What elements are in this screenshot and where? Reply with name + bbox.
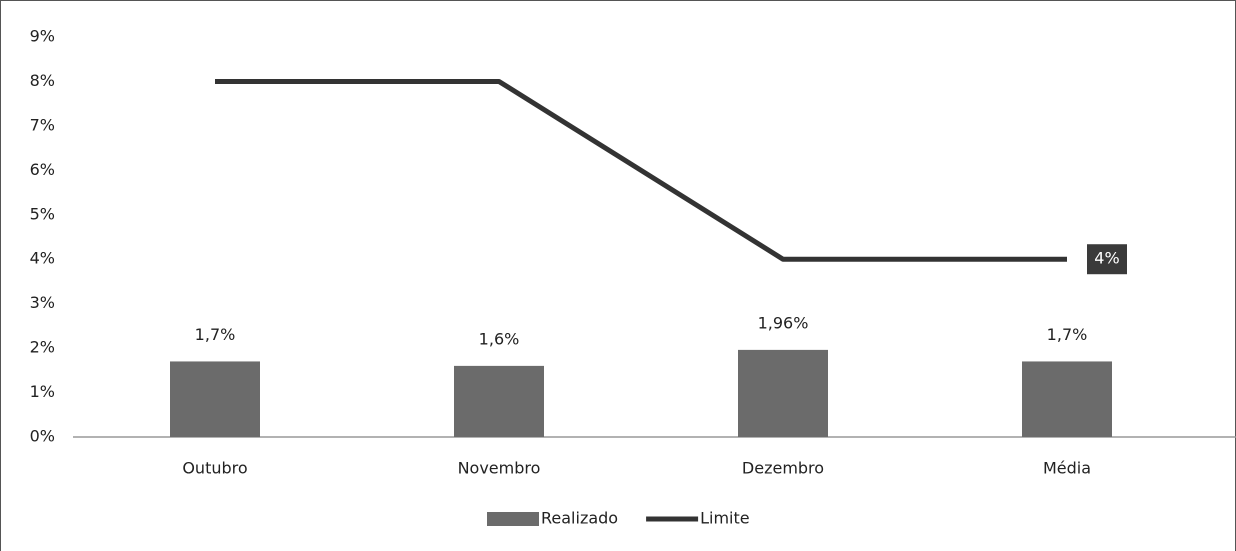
y-tick-label: 8% — [30, 71, 55, 90]
y-tick-label: 6% — [30, 160, 55, 179]
y-tick-label: 0% — [30, 427, 55, 446]
legend-label: Realizado — [541, 509, 618, 528]
x-tick-label: Média — [1043, 459, 1091, 478]
legend-swatch — [487, 512, 539, 526]
y-tick-label: 3% — [30, 293, 55, 312]
y-tick-label: 5% — [30, 204, 55, 223]
y-tick-label: 4% — [30, 249, 55, 268]
bar — [1022, 361, 1112, 437]
data-label: 1,7% — [1047, 325, 1088, 344]
x-tick-label: Novembro — [458, 459, 541, 478]
data-label: 1,7% — [195, 325, 236, 344]
line — [215, 78, 1067, 262]
y-tick-label: 7% — [30, 115, 55, 134]
bar — [170, 361, 260, 437]
data-label: 1,96% — [758, 313, 809, 332]
data-label: 4% — [1094, 249, 1119, 268]
data-label-box — [1087, 244, 1127, 275]
bar — [454, 365, 544, 437]
x-tick-label: Dezembro — [742, 459, 824, 478]
y-tick-label: 1% — [30, 382, 55, 401]
bar — [738, 349, 828, 437]
x-tick-label: Outubro — [182, 459, 247, 478]
y-tick-label: 2% — [30, 338, 55, 357]
legend-label: Limite — [700, 509, 750, 528]
data-label: 1,6% — [479, 329, 520, 348]
y-tick-label: 9% — [30, 27, 55, 46]
